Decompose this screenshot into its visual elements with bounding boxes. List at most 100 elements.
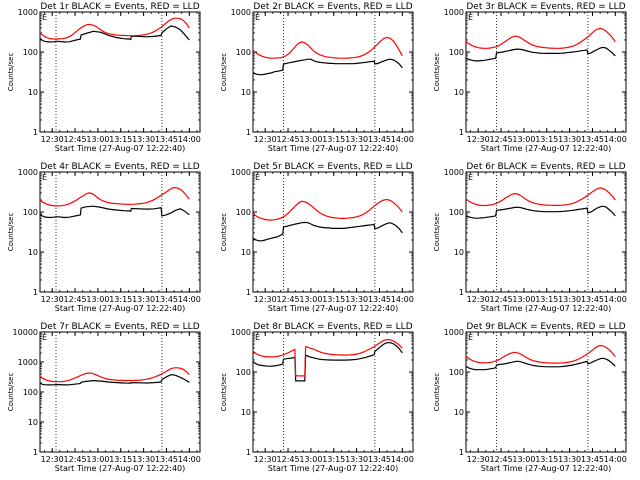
- panel-title: Det 6r BLACK = Events, RED = LLD: [466, 162, 625, 172]
- y-tick-label: 10: [28, 248, 38, 257]
- x-tick-label: 13:45: [368, 135, 391, 144]
- series-line: [39, 367, 190, 383]
- series-line: [252, 342, 403, 382]
- x-tick-label: 13:45: [581, 295, 604, 304]
- y-tick-label: 100: [23, 48, 38, 57]
- x-tick-label: 13:15: [322, 135, 345, 144]
- x-tick-label: 13:45: [155, 295, 178, 304]
- panel-title: Det 4r BLACK = Events, RED = LLD: [40, 162, 199, 172]
- series-line: [252, 198, 403, 221]
- x-tick-label: 12:45: [490, 295, 513, 304]
- x-tick-label: 14:00: [604, 295, 627, 304]
- x-tick-label: 14:00: [178, 135, 201, 144]
- x-tick-label: 12:45: [277, 135, 300, 144]
- series-line: [39, 205, 190, 219]
- x-tick-label: 14:00: [391, 455, 414, 464]
- flag-label: E: [468, 13, 473, 22]
- y-tick-label: 10: [454, 408, 464, 417]
- plot-frame: [465, 331, 627, 453]
- x-tick-label: 13:00: [299, 295, 322, 304]
- series-line: [39, 186, 190, 207]
- x-axis-label: Start Time (27-Aug-07 12:22:40): [268, 464, 399, 473]
- panel-title: Det 3r BLACK = Events, RED = LLD: [466, 2, 625, 12]
- y-tick-label: 100: [23, 208, 38, 217]
- panel-title: Det 5r BLACK = Events, RED = LLD: [253, 162, 412, 172]
- x-tick-label: 13:00: [299, 135, 322, 144]
- flag-label: E: [255, 333, 260, 342]
- flag-label: E: [42, 173, 47, 182]
- y-tick-label: 1: [246, 288, 251, 297]
- series-line: [465, 344, 616, 364]
- series-line: [465, 205, 616, 219]
- y-axis-label: Counts/sec: [7, 53, 15, 92]
- x-axis-label: Start Time (27-Aug-07 12:22:40): [55, 464, 186, 473]
- y-tick-label: 1: [33, 448, 38, 457]
- x-tick-label: 12:45: [277, 455, 300, 464]
- panel-title: Det 8r BLACK = Events, RED = LLD: [253, 322, 412, 332]
- panel-title: Det 1r BLACK = Events, RED = LLD: [40, 2, 199, 12]
- series-line: [252, 36, 403, 59]
- plot-frame: [252, 171, 414, 293]
- x-tick-label: 12:45: [277, 295, 300, 304]
- x-tick-label: 13:45: [368, 295, 391, 304]
- flag-label: E: [468, 173, 473, 182]
- plot-frame: [252, 331, 414, 453]
- y-axis-label: Counts/sec: [7, 373, 15, 412]
- y-tick-label: 100: [449, 48, 464, 57]
- x-tick-label: 13:15: [109, 455, 132, 464]
- x-tick-label: 13:30: [132, 455, 155, 464]
- panel-title: Det 9r BLACK = Events, RED = LLD: [466, 322, 625, 332]
- y-tick-label: 10: [454, 88, 464, 97]
- x-tick-label: 12:30: [467, 455, 490, 464]
- x-tick-label: 13:15: [109, 295, 132, 304]
- x-axis-label: Start Time (27-Aug-07 12:22:40): [268, 144, 399, 153]
- x-axis-label: Start Time (27-Aug-07 12:22:40): [268, 304, 399, 313]
- flag-label: E: [468, 333, 473, 342]
- y-tick-label: 1000: [444, 168, 464, 177]
- series-line: [39, 373, 190, 386]
- y-tick-label: 10: [241, 248, 251, 257]
- series-line: [252, 338, 403, 377]
- x-tick-label: 12:30: [254, 135, 277, 144]
- x-tick-label: 14:00: [391, 295, 414, 304]
- x-axis-label: Start Time (27-Aug-07 12:22:40): [481, 464, 612, 473]
- x-tick-label: 14:00: [604, 135, 627, 144]
- x-tick-label: 13:45: [155, 455, 178, 464]
- x-tick-label: 13:15: [535, 135, 558, 144]
- x-tick-label: 13:45: [368, 455, 391, 464]
- panel-title: Det 7r BLACK = Events, RED = LLD: [40, 322, 199, 332]
- y-axis-label: Counts/sec: [220, 373, 228, 412]
- y-tick-label: 100: [449, 368, 464, 377]
- series-line: [39, 17, 190, 40]
- y-tick-label: 10: [241, 408, 251, 417]
- y-axis-label: Counts/sec: [433, 213, 441, 252]
- x-tick-label: 14:00: [178, 455, 201, 464]
- x-tick-label: 12:45: [490, 135, 513, 144]
- panel-title: Det 2r BLACK = Events, RED = LLD: [253, 2, 412, 12]
- y-tick-label: 1000: [18, 358, 38, 367]
- x-tick-label: 13:30: [345, 135, 368, 144]
- x-tick-label: 13:15: [535, 295, 558, 304]
- x-tick-label: 13:00: [512, 135, 535, 144]
- flag-label: E: [42, 333, 47, 342]
- x-tick-label: 13:00: [512, 295, 535, 304]
- y-tick-label: 100: [236, 368, 251, 377]
- x-axis-label: Start Time (27-Aug-07 12:22:40): [55, 304, 186, 313]
- x-tick-label: 13:30: [345, 295, 368, 304]
- x-tick-label: 12:45: [64, 135, 87, 144]
- x-tick-label: 13:30: [345, 455, 368, 464]
- y-tick-label: 1: [459, 128, 464, 137]
- x-tick-label: 12:45: [64, 295, 87, 304]
- x-tick-label: 12:30: [467, 135, 490, 144]
- y-axis-label: Counts/sec: [220, 213, 228, 252]
- y-axis-label: Counts/sec: [433, 53, 441, 92]
- x-tick-label: 12:30: [41, 455, 64, 464]
- y-tick-label: 1000: [231, 168, 251, 177]
- x-tick-label: 13:45: [155, 135, 178, 144]
- y-tick-label: 100: [236, 208, 251, 217]
- x-tick-label: 13:30: [132, 295, 155, 304]
- x-tick-label: 12:45: [64, 455, 87, 464]
- y-tick-label: 100: [449, 208, 464, 217]
